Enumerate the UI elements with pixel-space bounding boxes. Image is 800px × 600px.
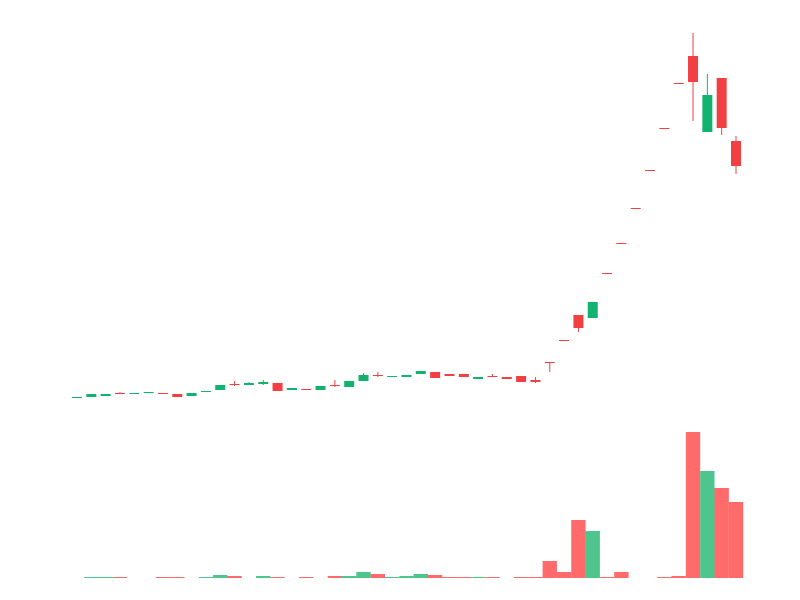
candle-body: [731, 141, 741, 166]
candle-body: [358, 375, 369, 381]
volume-bar: [98, 577, 113, 578]
volume-bar: [270, 577, 285, 578]
volume-bar: [327, 576, 343, 578]
candle-body: [673, 83, 684, 84]
candle-body: [186, 393, 197, 396]
candle-body: [559, 340, 570, 341]
candle-body: [72, 397, 82, 398]
candle-body: [516, 376, 527, 382]
candle-body: [215, 385, 226, 390]
candle-body: [243, 383, 254, 385]
volume-bar: [399, 576, 414, 578]
candle-body: [630, 208, 641, 209]
candle-body: [501, 377, 512, 379]
volume-bar: [671, 576, 686, 578]
volume-bar: [728, 502, 744, 578]
volume-bar: [513, 577, 529, 578]
candle-body: [702, 95, 713, 132]
volume-bar: [227, 576, 242, 578]
volume-bar: [213, 575, 228, 578]
volume-bar: [542, 561, 557, 578]
candle-body: [688, 56, 699, 82]
candle-body: [458, 374, 469, 377]
volume-bar: [700, 471, 715, 578]
candle-body: [487, 376, 498, 377]
candle-body: [157, 393, 168, 394]
volume-bar: [571, 520, 586, 578]
volume-bar: [556, 572, 572, 578]
volume-bar: [342, 576, 357, 578]
candle-body: [329, 385, 340, 386]
volume-bar: [442, 577, 457, 578]
candle-body: [86, 394, 97, 397]
candle-body: [372, 375, 383, 376]
volume-bar: [685, 432, 701, 578]
candle-body: [129, 393, 140, 394]
volume-bar: [599, 577, 615, 578]
candle-body: [659, 128, 670, 129]
candle-body: [401, 375, 412, 377]
candle-body: [143, 392, 154, 393]
candle-body: [387, 376, 398, 377]
candle-body: [272, 383, 283, 391]
candle-body: [530, 380, 541, 382]
volume-bar: [585, 531, 600, 578]
candle-body: [100, 394, 111, 396]
candle-body: [473, 377, 484, 379]
candle-body: [645, 170, 656, 171]
candle-body: [315, 386, 326, 390]
volume-bar: [84, 577, 99, 578]
volume-bar: [470, 577, 486, 578]
volume-bar: [714, 488, 729, 578]
candle-body: [616, 243, 627, 244]
volume-bar: [614, 572, 629, 578]
candle-body: [716, 78, 727, 128]
candle-body: [587, 302, 598, 318]
volume-bar: [198, 577, 214, 578]
volume-bar: [385, 577, 400, 578]
volume-bar: [356, 572, 371, 578]
candle-body: [415, 371, 426, 374]
candle-body: [544, 362, 555, 363]
candle-body: [602, 273, 613, 274]
volume-bar: [485, 577, 500, 578]
candle-body: [573, 315, 584, 328]
candle-body: [286, 388, 297, 390]
candle-body: [200, 391, 211, 392]
candle-body: [430, 372, 441, 378]
volume-bar: [456, 577, 471, 578]
candle-body: [444, 374, 455, 376]
candle-body: [229, 384, 240, 385]
volume-bar: [657, 577, 672, 578]
volume-bar: [155, 577, 171, 578]
volume-bar: [170, 577, 185, 578]
candle-body: [344, 381, 355, 387]
volume-bar: [413, 574, 428, 578]
volume-bar: [528, 577, 543, 578]
volume-bar: [256, 576, 271, 578]
candle-body: [301, 389, 312, 390]
candle-body: [114, 393, 125, 394]
volume-bar: [299, 577, 314, 578]
volume-bar: [112, 577, 128, 578]
candle-body: [258, 382, 269, 384]
volume-bar: [370, 574, 386, 578]
volume-bar: [427, 575, 443, 578]
candle-body: [172, 394, 183, 397]
